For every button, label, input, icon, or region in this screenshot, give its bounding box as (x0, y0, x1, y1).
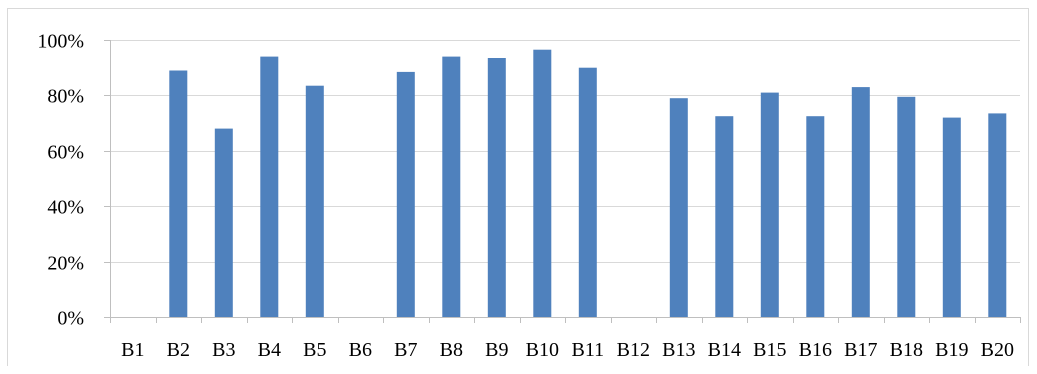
x-tick-label: B3 (212, 339, 235, 361)
y-tick-label: 60% (47, 142, 84, 164)
bar-b14 (715, 116, 734, 317)
y-tick-label: 100% (37, 31, 84, 53)
x-tick-label: B9 (485, 339, 508, 361)
x-tick-label: B2 (167, 339, 190, 361)
y-tick-labels: 0% 20% 40% 60% 80% 100% (37, 31, 84, 330)
x-tick-labels: B1 B2 B3 B4 B5 B6 B7 B8 B9 B10 B11 B12 B13 B14 B15 B16 B… (121, 339, 1014, 361)
bar-b19 (942, 117, 961, 317)
bar-b13 (669, 98, 688, 317)
x-tick-label: B13 (662, 339, 695, 361)
x-tick-label: B16 (799, 339, 832, 361)
bar-b20 (988, 113, 1007, 318)
bar-b17 (851, 87, 870, 317)
x-tick-label: B14 (708, 339, 741, 361)
x-tick-label: B17 (844, 339, 877, 361)
bar-b16 (806, 116, 825, 317)
x-tick-label: B20 (981, 339, 1014, 361)
axes (104, 40, 1021, 323)
y-tick-label: 40% (47, 197, 84, 219)
bar-b18 (897, 96, 916, 317)
x-tick-label: B12 (617, 339, 650, 361)
bar-b15 (760, 92, 779, 317)
x-tick-label: B1 (121, 339, 144, 361)
bar-b2 (169, 70, 188, 317)
bar-b3 (214, 128, 233, 317)
bar-b9 (487, 58, 506, 317)
y-tick-label: 0% (57, 308, 84, 330)
x-tick-label: B7 (394, 339, 417, 361)
x-tick-label: B10 (526, 339, 559, 361)
x-tick-label: B6 (349, 339, 372, 361)
bar-b10 (533, 49, 552, 317)
x-tick-label: B4 (258, 339, 281, 361)
x-tick-label: B18 (890, 339, 923, 361)
bar-b4 (260, 56, 279, 317)
bar-b7 (396, 71, 415, 318)
bar-b11 (578, 67, 597, 317)
x-tick-label: B19 (935, 339, 968, 361)
x-tick-label: B8 (440, 339, 463, 361)
x-tick-label: B15 (753, 339, 786, 361)
gridlines (110, 40, 1020, 263)
y-tick-label: 20% (47, 253, 84, 275)
x-tick-label: B5 (303, 339, 326, 361)
bar-b5 (305, 85, 324, 317)
y-tick-label: 80% (47, 86, 84, 108)
bar-b8 (442, 56, 461, 317)
bars (169, 49, 1007, 318)
x-tick-label: B11 (571, 339, 604, 361)
